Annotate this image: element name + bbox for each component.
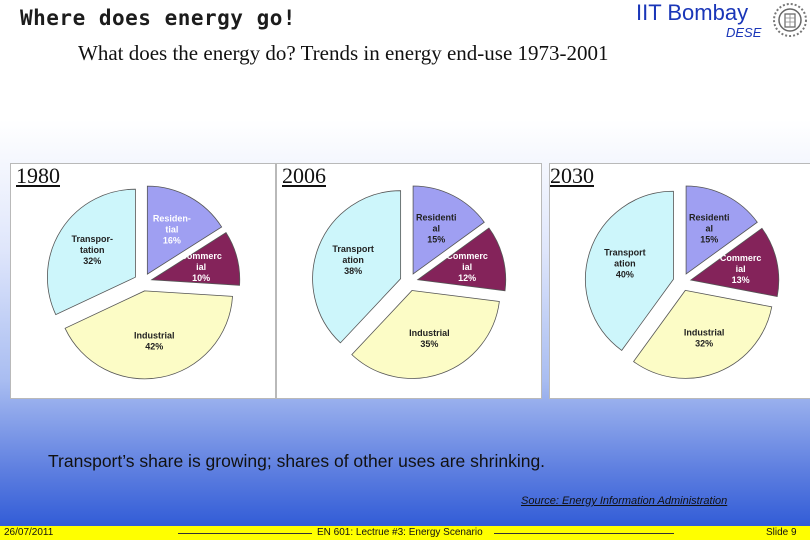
pie-slice-shape [416,227,507,292]
year-label-2030: 2030 [550,163,594,188]
slice-category-label: Commerc [446,251,488,261]
slice-category-label: Commerc [720,253,762,263]
pie-slice-shape [312,190,402,344]
footer-date: 26/07/2011 [4,527,54,538]
slice-category-label: Residenti [689,213,730,223]
pie-chart-1980: Residen-tial 16% Commerc ial 10% Industrial 42… [10,163,276,399]
pie-chart-2030: Residenti al 15% Commerc ial 13% Industrial 32%… [549,163,810,399]
institute-logo-icon [773,3,807,37]
pie-slice-shape [146,185,223,275]
pie-slice-shape [351,290,500,379]
year-label-2006: 2006 [282,163,326,188]
slice-category-label: Transport [604,247,646,257]
department-name: DESE [726,25,762,40]
footer-divider-left [178,533,312,534]
slice-value-label: 10% [192,273,210,283]
slide-subtitle: What does the energy do? Trends in energ… [78,41,609,65]
slice-category-label: ation [614,258,636,268]
footer-divider-right [494,533,674,534]
slice-category-label: Industrial [134,330,175,340]
slice-value-label: 16% [163,235,181,245]
pie-slice-shape [689,227,780,297]
slice-value-label: 32% [695,338,713,348]
slice-category-label: al [706,224,714,234]
footer-slide-number: Slide 9 [766,527,797,538]
slice-category-label: ial [196,262,206,272]
pie-slice-shape [412,185,485,275]
slice-value-label: 15% [700,235,718,245]
slice-value-label: 38% [344,266,362,276]
slice-value-label: 32% [83,256,101,266]
slice-value-label: 42% [145,341,163,351]
pie-slice-shape [64,290,233,380]
slice-value-label: 13% [732,275,750,285]
pie-slice-shape [585,190,674,351]
slice-category-label: Industrial [409,328,450,338]
slice-category-label: tial [165,224,178,234]
slice-category-label: Transpor- [72,234,114,244]
pie-chart-2006: Residenti al 15% Commerc ial 12% Industrial 35%… [276,163,542,399]
slide-title: Where does energy go! [20,6,297,30]
pie-slice-shape [150,232,241,286]
institute-name: IIT Bombay [636,0,749,25]
slice-category-label: Residen- [153,213,191,223]
pie-slice-shape [47,188,136,316]
slice-value-label: 35% [420,339,438,349]
slice-category-label: Transport [332,244,374,254]
slice-value-label: 12% [458,273,476,283]
slice-category-label: Residenti [416,213,457,223]
slice-category-label: ation [342,255,364,265]
trend-note: Transport’s share is growing; shares of … [48,451,546,471]
slice-category-label: ial [736,264,746,274]
slice-category-label: ial [462,262,472,272]
slice-value-label: 40% [616,269,634,279]
pie-slice-shape [633,289,773,379]
year-label-1980: 1980 [16,163,60,188]
slice-category-label: al [433,224,441,234]
slice-value-label: 15% [427,235,445,245]
pie-slice-shape [685,185,758,275]
slice-category-label: tation [80,245,105,255]
source-link[interactable]: Source: Energy Information Administratio… [521,495,728,507]
footer-course: EN 601: Lectrue #3: Energy Scenario [317,527,483,538]
footer-bar: 26/07/2011 EN 601: Lectrue #3: Energy Sc… [0,526,810,540]
slice-category-label: Commerc [180,251,222,261]
slice-category-label: Industrial [684,327,725,337]
